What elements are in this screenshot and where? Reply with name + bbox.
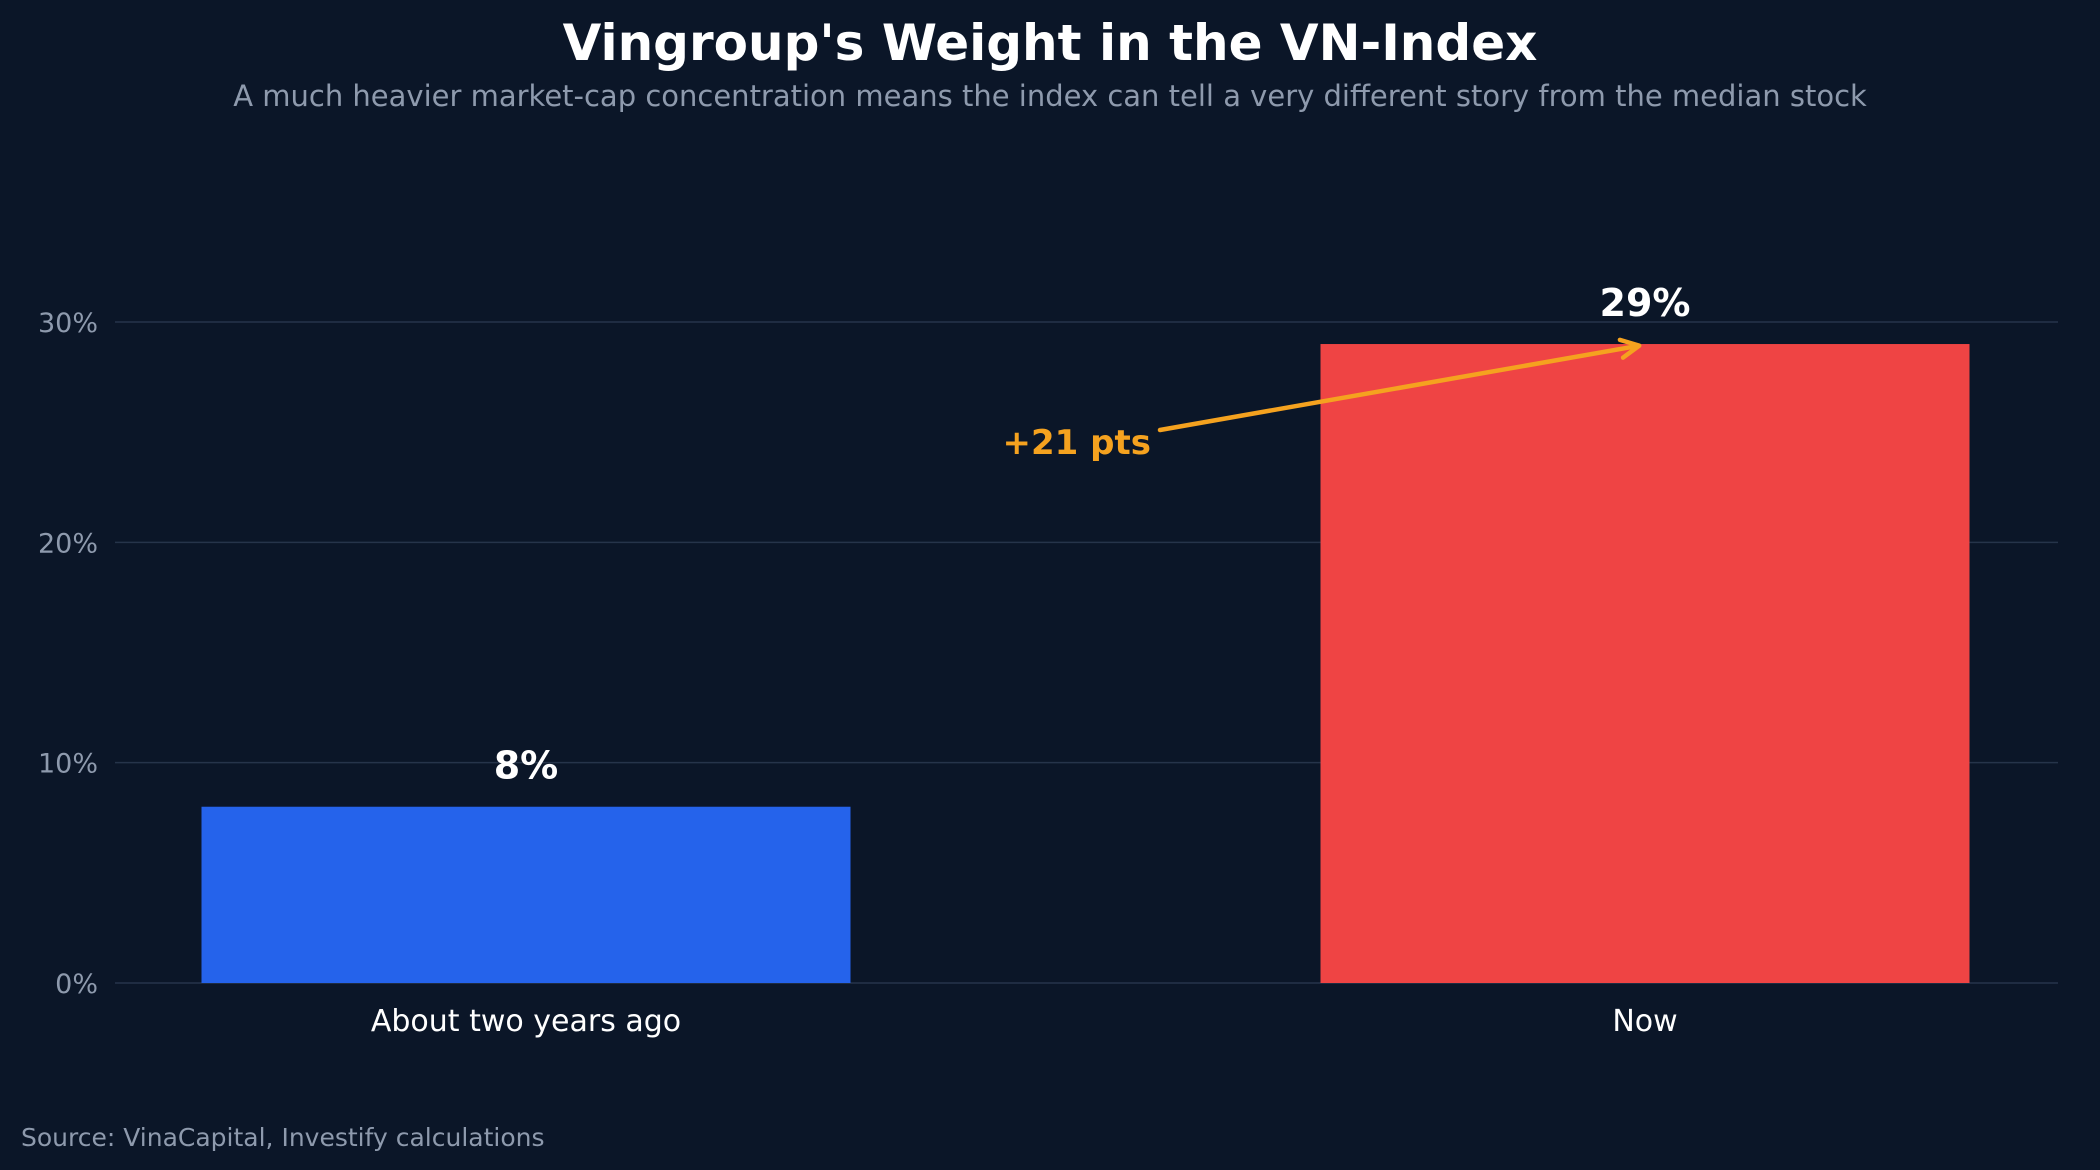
y-tick-label: 0% (55, 969, 98, 1000)
annotation-label: +21 pts (1003, 423, 1151, 463)
chart-subtitle: A much heavier market-cap concentration … (233, 79, 1867, 113)
annotation-arrow (1157, 337, 1642, 433)
y-tick-label: 20% (38, 528, 98, 559)
x-category-label: Now (1612, 1004, 1677, 1039)
bar-value-label: 8% (494, 744, 559, 788)
source-note: Source: VinaCapital, Investify calculati… (21, 1123, 545, 1152)
bar-1 (201, 806, 851, 983)
x-category-label: About two years ago (371, 1004, 681, 1039)
bar-2 (1320, 344, 1970, 983)
y-tick-label: 30% (38, 308, 98, 339)
bar-value-label: 29% (1600, 281, 1691, 325)
chart-title: Vingroup's Weight in the VN-Index (562, 14, 1538, 72)
y-tick-label: 10% (38, 749, 98, 780)
